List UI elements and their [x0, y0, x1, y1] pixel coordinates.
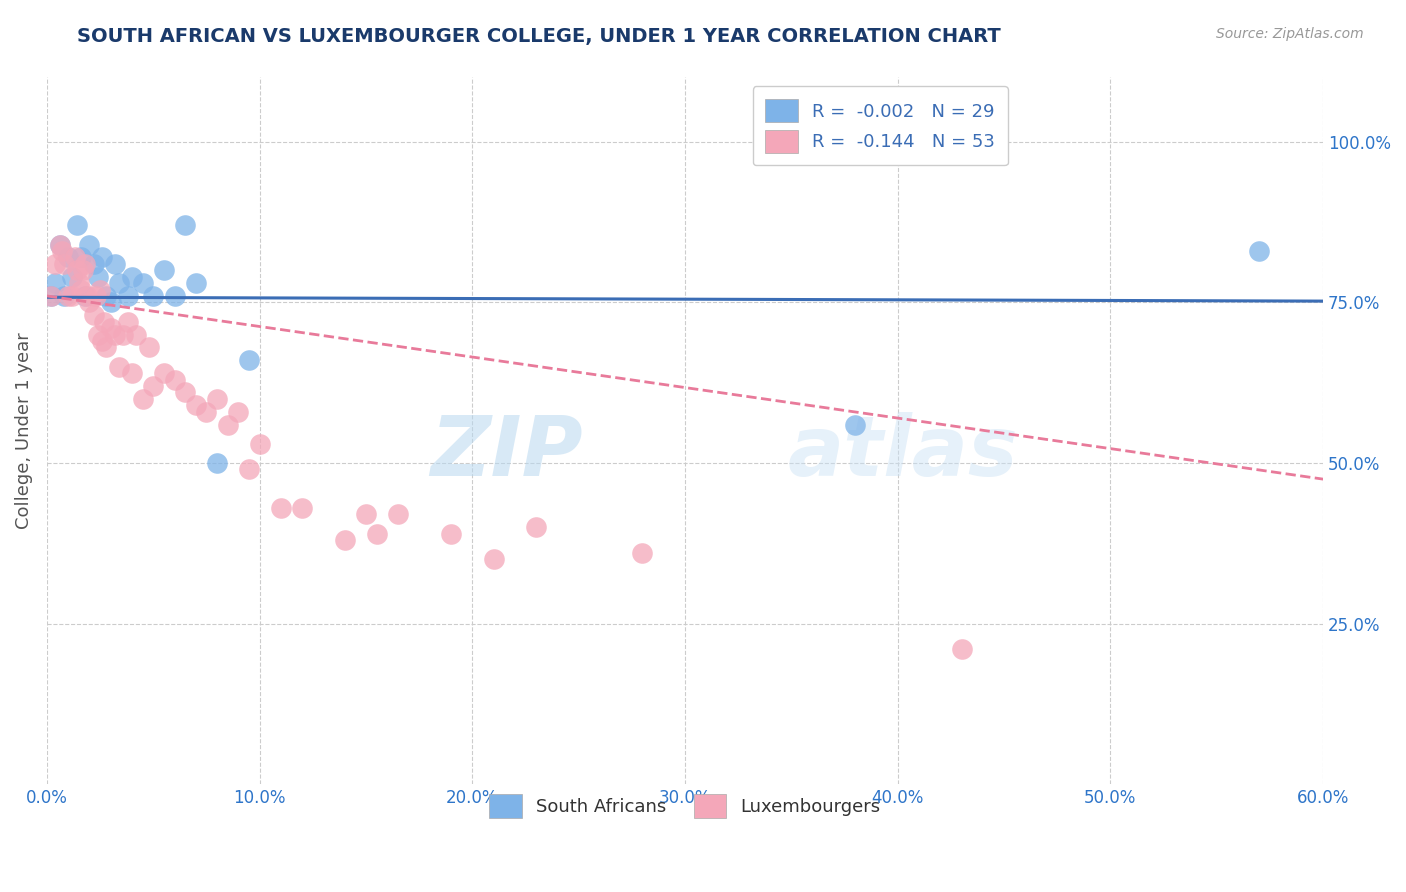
- Point: [104, 327, 127, 342]
- Point: [249, 437, 271, 451]
- Point: [91, 334, 114, 348]
- Point: [174, 219, 197, 233]
- Point: [87, 327, 110, 342]
- Point: [75, 257, 97, 271]
- Point: [108, 276, 131, 290]
- Point: [83, 308, 105, 322]
- Point: [66, 219, 89, 233]
- Point: [153, 366, 176, 380]
- Point: [195, 404, 218, 418]
- Point: [96, 340, 118, 354]
- Point: [1249, 244, 1271, 258]
- Point: [387, 508, 409, 522]
- Point: [205, 456, 228, 470]
- Point: [100, 295, 122, 310]
- Point: [39, 289, 62, 303]
- Point: [131, 276, 153, 290]
- Point: [228, 404, 250, 418]
- Point: [44, 257, 66, 271]
- Point: [104, 257, 127, 271]
- Point: [142, 289, 165, 303]
- Point: [48, 237, 70, 252]
- Point: [48, 237, 70, 252]
- Point: [631, 546, 654, 560]
- Point: [238, 353, 260, 368]
- Point: [100, 321, 122, 335]
- Point: [44, 276, 66, 290]
- Text: SOUTH AFRICAN VS LUXEMBOURGER COLLEGE, UNDER 1 YEAR CORRELATION CHART: SOUTH AFRICAN VS LUXEMBOURGER COLLEGE, U…: [77, 27, 1001, 45]
- Point: [354, 508, 377, 522]
- Point: [108, 359, 131, 374]
- Text: atlas: atlas: [787, 411, 1018, 492]
- Point: [67, 276, 90, 290]
- Point: [63, 251, 86, 265]
- Point: [39, 289, 62, 303]
- Point: [87, 269, 110, 284]
- Point: [950, 642, 973, 657]
- Point: [91, 251, 114, 265]
- Point: [76, 289, 98, 303]
- Point: [75, 289, 97, 303]
- Point: [70, 251, 93, 265]
- Point: [56, 251, 79, 265]
- Point: [121, 269, 143, 284]
- Point: [163, 372, 186, 386]
- Point: [163, 289, 186, 303]
- Point: [205, 392, 228, 406]
- Point: [51, 244, 73, 258]
- Point: [153, 263, 176, 277]
- Point: [112, 327, 135, 342]
- Point: [844, 417, 866, 432]
- Point: [56, 289, 79, 303]
- Point: [66, 263, 89, 277]
- Point: [52, 289, 75, 303]
- Point: [291, 501, 314, 516]
- Point: [131, 392, 153, 406]
- Point: [121, 366, 143, 380]
- Point: [72, 263, 94, 277]
- Point: [125, 327, 148, 342]
- Point: [184, 398, 207, 412]
- Y-axis label: College, Under 1 year: College, Under 1 year: [15, 333, 32, 529]
- Point: [79, 237, 101, 252]
- Point: [524, 520, 547, 534]
- Point: [138, 340, 160, 354]
- Point: [62, 269, 84, 284]
- Point: [83, 257, 105, 271]
- Point: [96, 289, 118, 303]
- Point: [62, 289, 84, 303]
- Point: [440, 526, 463, 541]
- Point: [174, 385, 197, 400]
- Point: [270, 501, 292, 516]
- Point: [184, 276, 207, 290]
- Point: [238, 462, 260, 476]
- Point: [89, 283, 111, 297]
- Point: [84, 289, 107, 303]
- Point: [333, 533, 356, 548]
- Point: [117, 289, 139, 303]
- Text: ZIP: ZIP: [430, 411, 583, 492]
- Point: [117, 315, 139, 329]
- Point: [52, 257, 75, 271]
- Point: [366, 526, 388, 541]
- Point: [482, 552, 505, 566]
- Text: Source: ZipAtlas.com: Source: ZipAtlas.com: [1216, 27, 1364, 41]
- Point: [70, 283, 93, 297]
- Legend: South Africans, Luxembourgers: South Africans, Luxembourgers: [482, 788, 889, 825]
- Point: [93, 315, 115, 329]
- Point: [142, 379, 165, 393]
- Point: [79, 295, 101, 310]
- Point: [217, 417, 239, 432]
